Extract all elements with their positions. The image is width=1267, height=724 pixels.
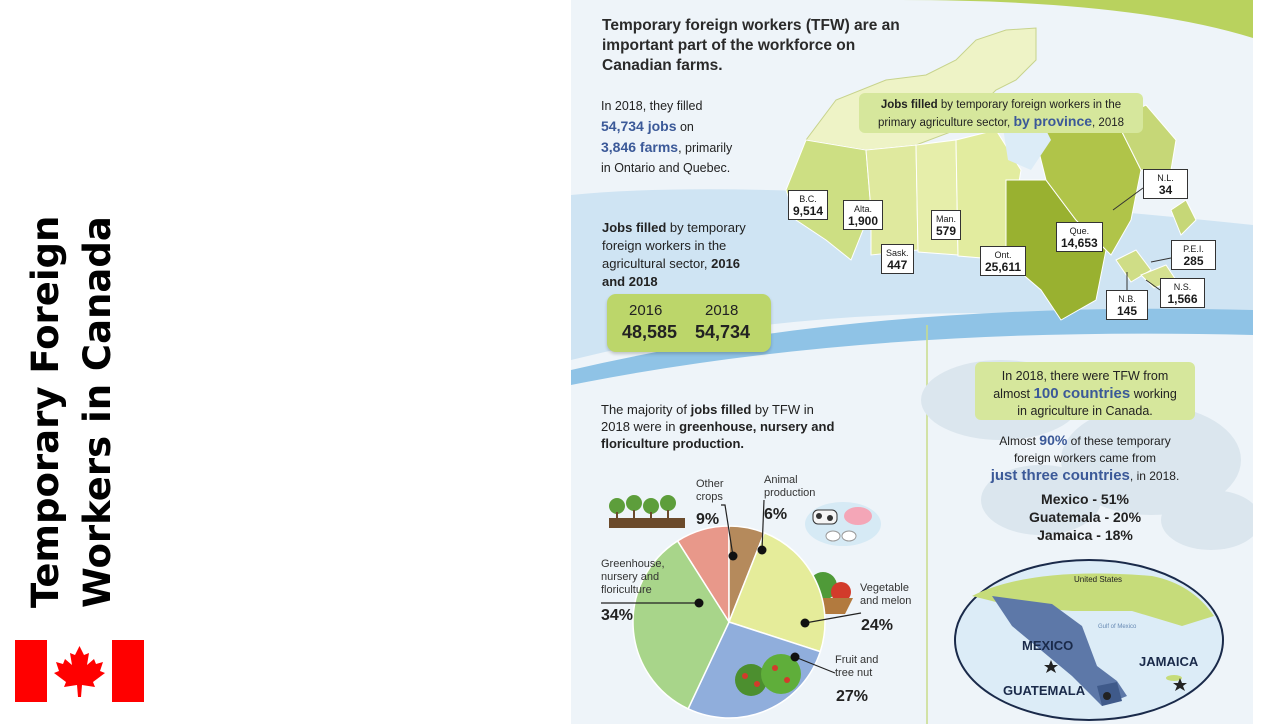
countries-panel	[975, 362, 1195, 420]
province-alta: Alta. 1,900	[843, 200, 884, 230]
province-nl: N.L. 34	[1143, 169, 1188, 199]
minimap-gulf-label: Gulf of Mexico	[1098, 624, 1137, 630]
share-guatemala: Guatemala - 20%	[1028, 509, 1142, 525]
share-mexico: Mexico - 51%	[1041, 491, 1129, 507]
slide-title: Temporary Foreign Workers in Canada	[24, 215, 119, 608]
three-countries-text: Almost 90% of these temporary foreign wo…	[990, 432, 1180, 484]
pie-leader-lines	[601, 499, 862, 674]
province-leader-lines	[1112, 187, 1172, 291]
province-nb: N.B. 145	[1106, 290, 1148, 320]
pie-pct-animal-production: 6%	[764, 506, 788, 523]
map-title: Jobs filled by temporary foreign workers…	[877, 99, 1125, 129]
animal-production-icon	[805, 502, 881, 546]
sector-jobs-text: Jobs filled by temporary foreign workers…	[602, 220, 746, 289]
minimap-mexico-label: MEXICO	[1022, 638, 1074, 653]
province-man: Man. 579	[931, 210, 962, 240]
other-crops-icon	[609, 495, 685, 528]
central-america-map	[954, 559, 1224, 721]
intro-text: Temporary foreign workers (TFW) are an i…	[602, 17, 900, 74]
province-que: Que. 14,653	[1056, 222, 1103, 252]
tfw-pie-chart	[632, 525, 826, 719]
majority-text: The majority of jobs filled by TFW in 20…	[601, 402, 835, 451]
sector-year-2018: 2018	[705, 302, 739, 319]
canada-flag-icon	[15, 640, 144, 702]
province-bc: B.C. 9,514	[788, 190, 829, 220]
sector-year-2016: 2016	[629, 302, 663, 319]
pie-label-other-crops: Other crops	[696, 478, 724, 503]
country-shares: Mexico - 51% Guatemala - 20% Jamaica - 1…	[975, 490, 1195, 544]
minimap-jamaica-label: JAMAICA	[1139, 654, 1199, 669]
map-title-panel	[859, 93, 1143, 133]
share-jamaica: Jamaica - 18%	[1037, 527, 1133, 543]
countries-count-text: In 2018, there were TFW from almost 100 …	[993, 369, 1177, 418]
minimap-guatemala-label: GUATEMALA	[1003, 683, 1086, 698]
tfw-infographic: Temporary foreign workers (TFW) are an i…	[571, 0, 1253, 724]
pie-pct-vegetable-melon: 24%	[861, 617, 894, 634]
pie-slice-greenhouse	[632, 539, 730, 710]
pie-pct-greenhouse: 34%	[601, 607, 634, 624]
province-ont: Ont. 25,611	[980, 246, 1027, 276]
pie-label-greenhouse: Greenhouse, nursery and floriculture	[601, 558, 665, 596]
jobs-filled-summary: In 2018, they filled 54,734 jobs on 3,84…	[601, 99, 733, 175]
pie-pct-fruit-tree-nut: 27%	[836, 688, 869, 705]
sector-value-2018: 54,734	[695, 322, 751, 342]
minimap-us-label: United States	[1074, 575, 1123, 584]
sector-values-panel	[607, 294, 771, 352]
pie-pct-other-crops: 9%	[696, 511, 720, 528]
sector-value-2016: 48,585	[622, 322, 678, 342]
pie-label-vegetable-melon: Vegetable and melon	[860, 582, 912, 607]
province-pei: P.E.I. 285	[1171, 240, 1216, 270]
pie-label-fruit-tree-nut: Fruit and tree nut	[835, 654, 879, 679]
province-sask: Sask. 447	[881, 244, 914, 274]
province-ns: N.S. 1,566	[1160, 278, 1205, 308]
fruit-trees-icon	[735, 654, 801, 696]
pie-label-animal-production: Animal production	[764, 474, 816, 499]
